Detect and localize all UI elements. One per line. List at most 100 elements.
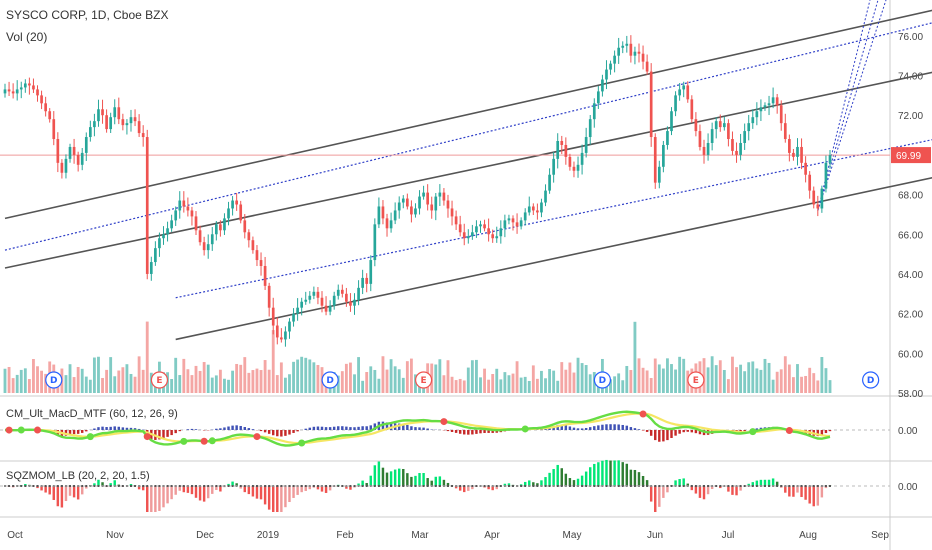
candle-body — [357, 287, 360, 300]
macd-histogram-bar — [625, 425, 629, 430]
candle-body — [446, 200, 450, 209]
macd-cross-dot — [785, 427, 793, 435]
sqz-bar — [698, 486, 702, 498]
volume-bar — [808, 367, 812, 393]
earnings-marker[interactable] — [150, 371, 169, 389]
sqz-dot — [166, 485, 169, 487]
macd-histogram-bar — [320, 426, 324, 430]
candle-body — [824, 162, 828, 189]
sqz-dot — [296, 485, 299, 487]
dividend-marker[interactable] — [321, 371, 339, 389]
candle-body — [788, 139, 791, 153]
volume-bar — [682, 358, 686, 393]
sqz-bar — [763, 479, 767, 486]
volume-bar — [491, 374, 495, 393]
candle-body — [328, 305, 332, 312]
sqz-bar — [389, 471, 393, 486]
x-tick-label: Mar — [411, 530, 429, 541]
candle-body — [763, 105, 767, 108]
macd-histogram-bar — [292, 430, 295, 433]
sqz-bar — [572, 480, 576, 486]
sqz-dot — [613, 485, 616, 487]
macd-histogram-bar — [426, 428, 429, 430]
sqz-dot — [503, 485, 506, 487]
volume-bar — [511, 373, 515, 393]
earnings-marker[interactable] — [687, 371, 705, 389]
volume-bar — [613, 376, 617, 393]
volume-bar — [365, 372, 369, 393]
sqz-dot — [223, 485, 226, 487]
sqz-dot — [467, 485, 470, 487]
sqz-bar — [503, 483, 507, 486]
dividend-marker[interactable] — [593, 371, 612, 389]
sqz-dot — [747, 485, 750, 487]
sqz-dot — [524, 485, 527, 487]
volume-bar — [548, 369, 552, 393]
sqz-bar — [589, 467, 592, 486]
sqz-bar — [552, 469, 555, 486]
sqz-dot — [105, 485, 108, 487]
sqz-dot — [329, 485, 332, 487]
dividend-marker[interactable] — [45, 371, 63, 389]
sqz-bar — [255, 486, 259, 499]
earnings-marker[interactable] — [414, 371, 433, 389]
sqz-bar — [808, 486, 811, 504]
sqz-dot — [308, 485, 311, 487]
sqz-dot — [625, 485, 628, 487]
candle-body — [544, 190, 547, 203]
chart-title: SYSCO CORP, 1D, Cboe BZX — [6, 8, 169, 22]
sqz-bar — [324, 486, 328, 493]
sqz-bar — [560, 468, 563, 486]
macd-histogram-bar — [617, 424, 620, 430]
candle-body — [64, 158, 68, 173]
sqz-bar — [251, 486, 255, 497]
sqz-bar — [80, 486, 84, 495]
macd-histogram-bar — [76, 430, 80, 434]
sqz-dot — [162, 485, 165, 487]
dividend-marker[interactable] — [862, 371, 880, 389]
volume-bar — [519, 377, 523, 393]
sqz-bar — [731, 486, 734, 495]
candle-body — [15, 89, 19, 94]
volume-bar — [722, 369, 726, 393]
sqz-bar — [406, 473, 409, 486]
sqz-dot — [707, 485, 710, 487]
volume-bar — [88, 379, 92, 393]
volume-bar — [381, 356, 385, 393]
macd-histogram-bar — [824, 430, 828, 434]
volume-bar — [296, 359, 300, 393]
volume-bar — [194, 365, 198, 393]
sqz-dot — [20, 485, 23, 487]
volume-bar — [796, 364, 799, 393]
sqz-bar — [454, 486, 458, 489]
volume-bar — [373, 369, 377, 393]
sqz-dot — [577, 485, 580, 487]
macd-histogram-bar — [328, 427, 332, 430]
macd-histogram-bar — [166, 430, 169, 437]
sqz-bar — [682, 478, 685, 486]
volume-bar — [405, 361, 409, 393]
macd-histogram-bar — [288, 430, 291, 435]
x-tick-label: 2019 — [257, 530, 280, 541]
sqz-bar — [198, 486, 202, 501]
sqz-bar — [219, 486, 222, 492]
candle-body — [361, 277, 364, 288]
candle-body — [284, 331, 287, 340]
channel-middle — [4, 71, 932, 269]
candle-body — [499, 228, 503, 237]
sqz-dot — [60, 485, 63, 487]
candle-body — [686, 85, 690, 100]
volume-label: Vol (20) — [6, 30, 48, 44]
macd-histogram-bar — [593, 426, 596, 430]
sqz-dot — [386, 485, 389, 487]
sqz-dot — [682, 485, 685, 487]
sqz-dot — [32, 485, 35, 487]
volume-bar — [702, 358, 706, 393]
sqz-dot — [829, 485, 831, 487]
candle-body — [369, 260, 373, 284]
sqz-dot — [776, 485, 779, 487]
sqz-bar — [194, 486, 198, 498]
volume-bar — [279, 362, 283, 393]
macd-histogram-bar — [755, 428, 759, 430]
